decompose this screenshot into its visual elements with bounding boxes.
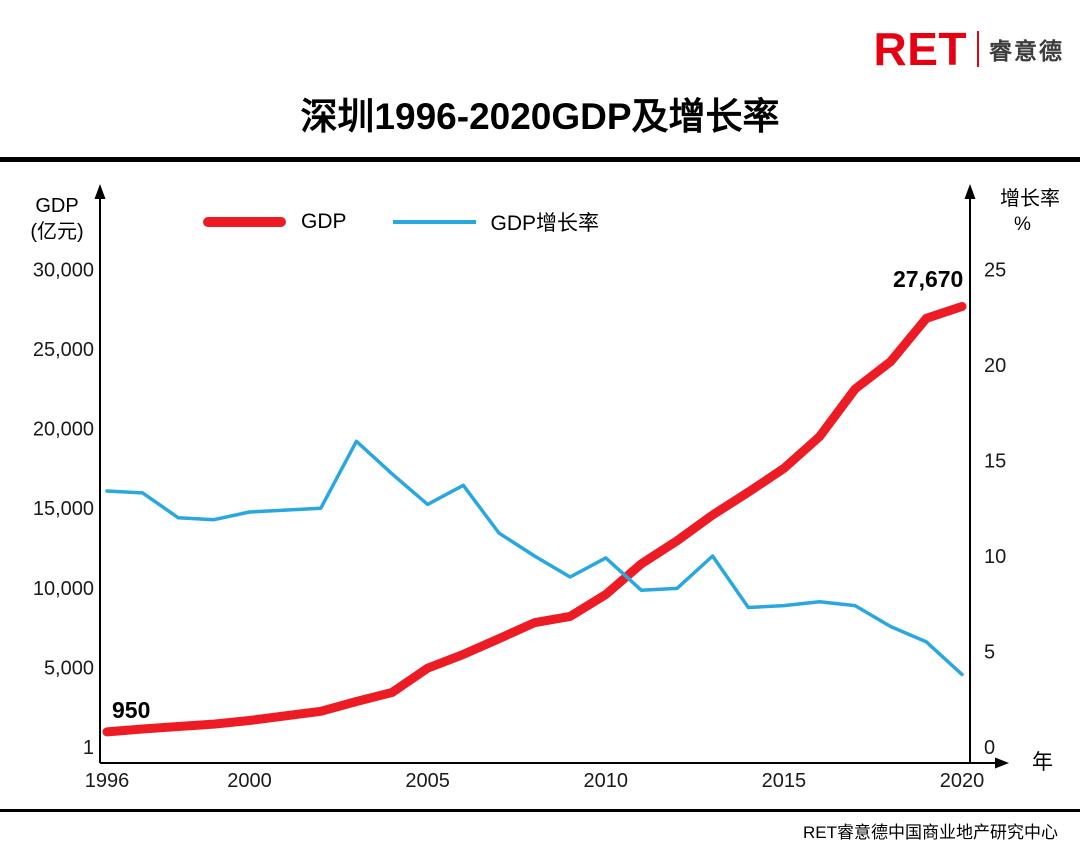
logo: RET 睿意德 <box>874 26 1065 72</box>
x-axis-arrow-icon <box>995 757 1009 769</box>
right-axis-tick-label: 5 <box>984 641 995 663</box>
left-axis-tick-label: 1 <box>83 737 94 759</box>
x-axis-title: 年 <box>1032 751 1053 774</box>
x-axis-tick-label: 1996 <box>85 770 130 792</box>
left-axis-title-line1: GDP <box>35 195 79 217</box>
right-axis-title: 增长率 % <box>1000 186 1072 238</box>
right-axis-title-line1: 增长率 <box>1000 188 1060 210</box>
left-axis-tick-label: 30,000 <box>33 259 94 281</box>
left-axis-title-line2: (亿元) <box>30 221 84 243</box>
left-axis-tick-label: 15,000 <box>33 498 94 520</box>
logo-separator <box>977 31 979 67</box>
gdp-line <box>102 302 967 737</box>
right-axis-tick-label: 10 <box>984 546 1006 568</box>
growth-rate-line <box>105 439 964 677</box>
left-axis-tick-label: 5,000 <box>44 657 94 679</box>
legend-swatch-growth <box>392 220 476 224</box>
chart-title: 深圳1996-2020GDP及增长率 <box>300 96 780 137</box>
x-axis-tick-label: 2005 <box>405 770 450 792</box>
x-axis-tick-label: 2020 <box>940 770 985 792</box>
left-axis-title: GDP (亿元) <box>22 193 92 245</box>
left-axis-arrow-icon <box>94 184 106 199</box>
right-axis-tick-label: 15 <box>984 450 1006 472</box>
gdp-end-label: 27,670 <box>893 266 964 292</box>
right-axis-tick-label: 25 <box>984 259 1006 281</box>
bottom-divider <box>0 809 1080 812</box>
x-axis-tick-label: 2015 <box>762 770 807 792</box>
legend-swatch-gdp <box>203 217 286 227</box>
left-axis-tick-label: 10,000 <box>33 578 94 600</box>
top-divider <box>0 157 1080 162</box>
gdp-start-label: 950 <box>112 697 151 723</box>
left-axis-tick-label: 25,000 <box>33 339 94 361</box>
x-axis-tick-label: 2000 <box>227 770 272 792</box>
legend-label-growth: GDP增长率 <box>490 212 600 235</box>
right-axis-arrow-icon <box>964 184 976 199</box>
right-axis-tick-label: 0 <box>984 737 995 759</box>
legend: GDP GDP增长率 <box>203 206 599 238</box>
legend-label-gdp: GDP <box>301 210 347 233</box>
logo-ret-text: RET <box>873 23 967 75</box>
footer-text: RET睿意德中国商业地产研究中心 <box>803 823 1058 842</box>
logo-cn-text: 睿意德 <box>989 38 1064 64</box>
right-axis-tick-label: 20 <box>984 355 1006 377</box>
x-axis-tick-label: 2010 <box>584 770 629 792</box>
right-axis-title-line2: % <box>1014 214 1031 235</box>
left-axis-tick-label: 20,000 <box>33 419 94 441</box>
